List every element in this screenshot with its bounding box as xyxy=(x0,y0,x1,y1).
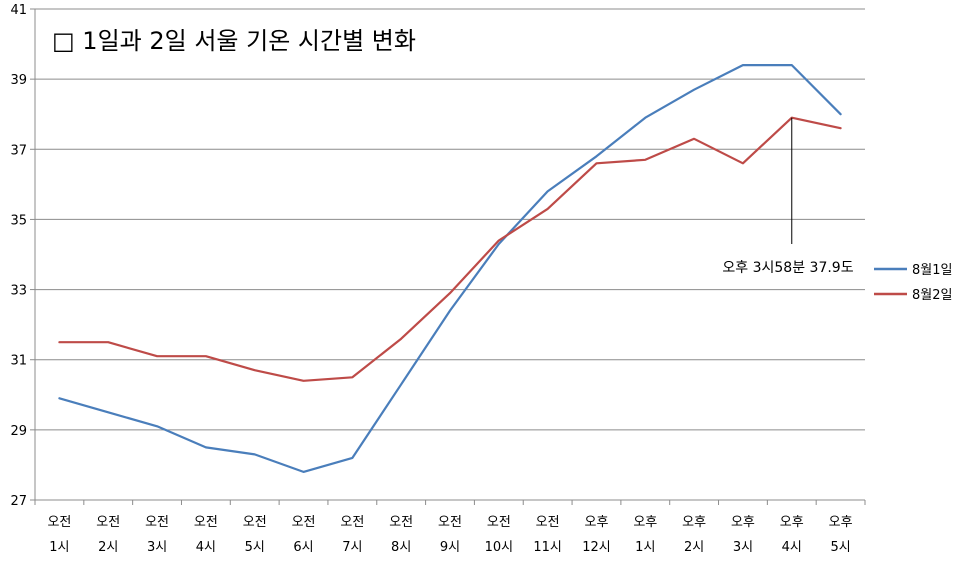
annotation-label: 오후 3시58분 37.9도 xyxy=(722,260,853,276)
x-tick-label-period: 오후 xyxy=(780,515,804,530)
x-tick-label-hour: 2시 xyxy=(684,540,704,555)
x-tick-label-period: 오전 xyxy=(438,515,462,530)
legend-label-2: 8월2일 xyxy=(912,288,952,303)
x-tick-label-period: 오전 xyxy=(487,515,511,530)
x-tick-label-period: 오전 xyxy=(536,515,560,530)
y-tick-label: 27 xyxy=(10,494,27,509)
x-tick-label-hour: 5시 xyxy=(245,540,265,555)
y-tick-label: 29 xyxy=(10,424,27,439)
y-tick-label: 31 xyxy=(10,354,27,369)
series-line-2 xyxy=(58,116,842,382)
annotation-group: 오후 3시58분 37.9도 xyxy=(722,117,854,276)
x-tick-label-period: 오전 xyxy=(243,515,267,530)
x-tick-label-hour: 3시 xyxy=(147,540,167,555)
x-tick-label-hour: 5시 xyxy=(830,540,850,555)
y-tick-label: 37 xyxy=(10,143,27,158)
x-tick-label-hour: 11시 xyxy=(533,540,562,555)
series-lines xyxy=(58,63,842,473)
x-tick-label-period: 오전 xyxy=(96,515,120,530)
legend: 8월1일 8월2일 xyxy=(874,263,952,303)
x-tick-label-hour: 3시 xyxy=(733,540,753,555)
x-axis: 오전 1시 오전 2시 오전 3시 오전 4시 오전 5시 오전 6시 오전 7시 오전 8시 오전 9시 오전 10… xyxy=(34,499,866,555)
legend-label-1: 8월1일 xyxy=(912,263,952,278)
x-tick-label-period: 오전 xyxy=(389,515,413,530)
x-tick-label-hour: 1시 xyxy=(49,540,69,555)
chart-title: □ 1일과 2일 서울 기온 시간별 변화 xyxy=(52,27,416,55)
x-tick-label-hour: 7시 xyxy=(342,540,362,555)
gridlines xyxy=(35,8,865,431)
x-tick-label-period: 오후 xyxy=(731,515,755,530)
x-tick-label-period: 오전 xyxy=(47,515,71,530)
x-tick-label-period: 오후 xyxy=(829,515,853,530)
x-tick-label-hour: 1시 xyxy=(635,540,655,555)
y-tick-label: 35 xyxy=(10,213,27,228)
series-line-1 xyxy=(58,63,842,473)
x-tick-label-hour: 4시 xyxy=(782,540,802,555)
x-tick-label-period: 오전 xyxy=(340,515,364,530)
x-tick-label-period: 오후 xyxy=(682,515,706,530)
x-tick-label-period: 오후 xyxy=(585,515,609,530)
x-tick-label-period: 오전 xyxy=(194,515,218,530)
x-tick-label-hour: 4시 xyxy=(196,540,216,555)
x-tick-label-period: 오후 xyxy=(633,515,657,530)
y-tick-label: 41 xyxy=(10,3,27,18)
y-tick-label: 33 xyxy=(10,284,27,299)
x-tick-label-period: 오전 xyxy=(292,515,316,530)
y-axis: 27 29 31 33 35 37 39 41 xyxy=(10,3,36,509)
x-tick-label-hour: 9시 xyxy=(440,540,460,555)
x-tick-label-hour: 10시 xyxy=(485,540,514,555)
x-tick-label-hour: 2시 xyxy=(98,540,118,555)
x-tick-label-hour: 12시 xyxy=(582,540,611,555)
x-tick-label-hour: 6시 xyxy=(293,540,313,555)
x-tick-label-hour: 8시 xyxy=(391,540,411,555)
y-tick-label: 39 xyxy=(10,73,27,88)
x-tick-label-period: 오전 xyxy=(145,515,169,530)
